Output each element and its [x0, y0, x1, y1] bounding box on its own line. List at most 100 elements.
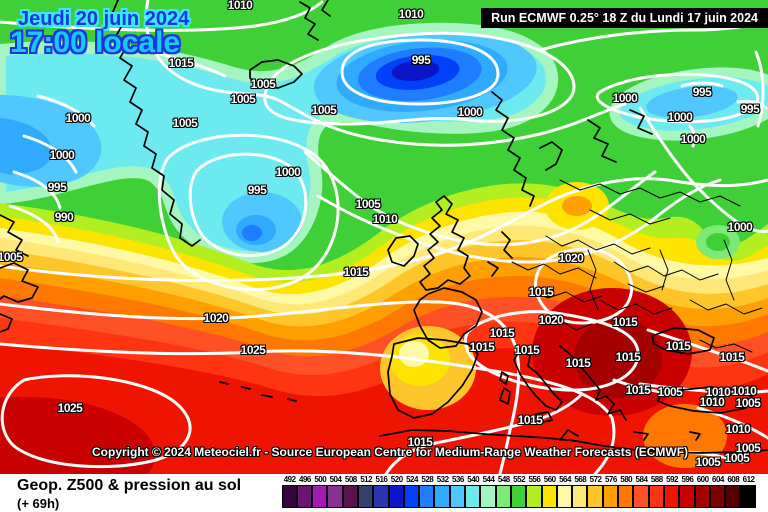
legend-swatch [541, 485, 557, 508]
legend-swatch [663, 485, 680, 508]
pressure-label: 1015 [665, 339, 691, 353]
legend-swatch [556, 485, 573, 508]
pressure-label: 1010 [725, 422, 751, 436]
pressure-label: 1005 [735, 396, 761, 410]
legend-swatch [296, 485, 313, 508]
chart-title: Geop. Z500 & pression au sol [17, 477, 242, 494]
geopotential-map: 1010 1010 1015 995 1000 1005 1005 1005 1005 1000 1… [0, 0, 768, 474]
pressure-label: 1000 [65, 111, 91, 125]
legend-swatch [679, 485, 695, 508]
pressure-label: 1010 [398, 7, 424, 21]
legend-swatch [388, 485, 404, 508]
footer-bar: Geop. Z500 & pression au sol (+ 69h) 492… [0, 474, 768, 512]
legend-swatch [480, 485, 496, 508]
legend-value: 508 [344, 475, 357, 484]
legend-value: 580 [620, 475, 633, 484]
legend-swatch [495, 485, 511, 508]
legend-swatch [327, 485, 343, 508]
forecast-lead-time: (+ 69h) [17, 496, 60, 511]
pressure-label: 1015 [514, 343, 540, 357]
legend-swatch [403, 485, 420, 508]
legend-value: 500 [314, 475, 327, 484]
legend-swatch [526, 485, 542, 508]
pressure-label: 1015 [469, 340, 495, 354]
legend-swatch [510, 485, 527, 508]
pressure-label: 1005 [230, 92, 256, 106]
pressure-label: 1015 [168, 56, 194, 70]
pressure-label: 1015 [528, 285, 554, 299]
legend-value: 496 [299, 475, 311, 484]
pressure-label: 1015 [489, 326, 515, 340]
legend-swatch [740, 485, 756, 508]
legend-swatch [449, 485, 466, 508]
pressure-label: 1000 [49, 148, 75, 162]
legend-value: 528 [421, 475, 434, 484]
pressure-label: 1025 [240, 343, 266, 357]
pressure-label: 1000 [275, 165, 301, 179]
legend-value: 504 [329, 475, 342, 484]
legend-swatch [618, 485, 634, 508]
pressure-label: 1020 [538, 313, 564, 327]
pressure-label: 995 [740, 102, 760, 116]
pressure-label: 1015 [612, 315, 638, 329]
pressure-label: 1015 [517, 413, 543, 427]
legend-swatch [587, 485, 603, 508]
legend-value: 560 [543, 475, 556, 484]
pressure-label: 1005 [724, 451, 750, 465]
pressure-label: 1000 [727, 220, 753, 234]
pressure-label: 1000 [667, 110, 693, 124]
model-run-info: Run ECMWF 0.25° 18 Z du Lundi 17 juin 20… [481, 8, 768, 28]
pressure-label: 1010 [705, 385, 731, 399]
legend-swatch [725, 485, 741, 508]
legend-value: 520 [390, 475, 403, 484]
legend-swatch [465, 485, 481, 508]
pressure-label: 1005 [735, 441, 761, 455]
pressure-label: 1015 [343, 265, 369, 279]
forecast-date: Jeudi 20 juin 2024 [18, 8, 190, 30]
color-scale-legend: 492 496 500 504 508 512 516 520 524 528 532 536 540 5… [281, 475, 756, 508]
legend-swatch [709, 485, 726, 508]
legend-value: 568 [574, 475, 587, 484]
legend-swatch [357, 485, 374, 508]
pressure-label: 1005 [355, 197, 381, 211]
pressure-label: 1005 [657, 385, 683, 399]
legend-value: 552 [513, 475, 526, 484]
legend-value: 548 [497, 475, 510, 484]
pressure-label: 1015 [565, 356, 591, 370]
legend-value: 584 [635, 475, 648, 484]
pressure-label: 1000 [457, 105, 483, 119]
legend-swatch [373, 485, 389, 508]
legend-value: 544 [482, 475, 495, 484]
pressure-label: 1025 [57, 401, 83, 415]
legend-value: 516 [375, 475, 388, 484]
legend-value: 512 [360, 475, 373, 484]
legend-value: 596 [681, 475, 694, 484]
pressure-label: 1015 [407, 435, 433, 449]
pressure-label: 1015 [615, 350, 641, 364]
legend-value: 592 [666, 475, 678, 484]
pressure-label: 1010 [731, 384, 757, 398]
legend-swatch [648, 485, 664, 508]
isobar-contours [0, 0, 768, 474]
pressure-label: 1010 [372, 212, 398, 226]
legend-value: 536 [451, 475, 464, 484]
legend-value: 588 [650, 475, 663, 484]
pressure-label: 995 [411, 53, 431, 67]
legend-value: 572 [589, 475, 602, 484]
pressure-label: 1005 [311, 103, 337, 117]
legend-value: 612 [742, 475, 755, 484]
legend-value: 600 [696, 475, 709, 484]
pressure-label: 1005 [695, 455, 721, 469]
coastlines [0, 0, 768, 458]
legend-value: 604 [712, 475, 724, 484]
pressure-label: 1020 [203, 311, 229, 325]
legend-swatch [419, 485, 435, 508]
legend-value: 556 [528, 475, 541, 484]
pressure-label: 995 [47, 180, 67, 194]
pressure-label: 1020 [558, 251, 584, 265]
pressure-label: 1000 [612, 91, 638, 105]
legend-swatch [572, 485, 588, 508]
legend-value: 492 [283, 475, 296, 484]
pressure-label: 1015 [625, 383, 651, 397]
